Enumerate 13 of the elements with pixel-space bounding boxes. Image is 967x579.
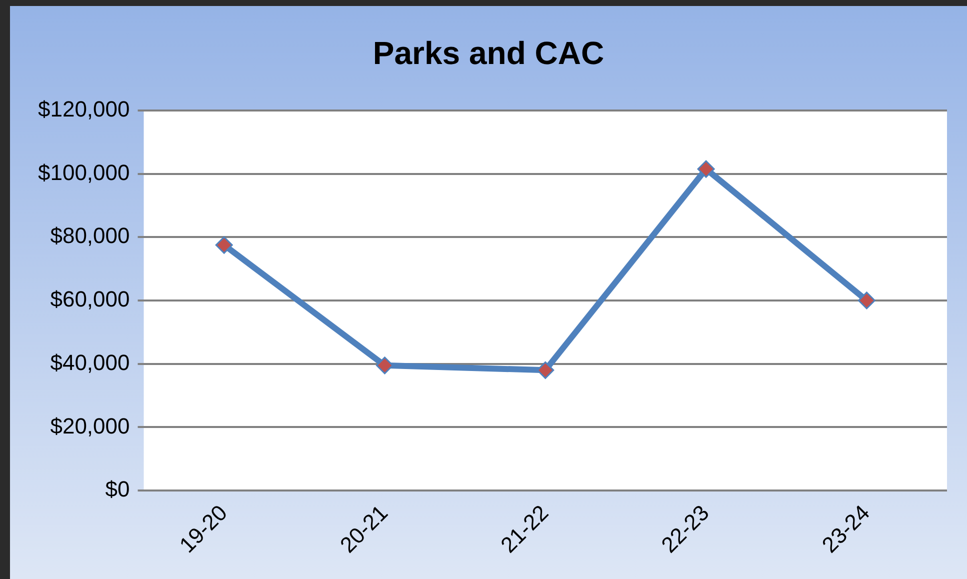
- point: [858, 292, 876, 310]
- point: [215, 236, 233, 254]
- y-tick-label: $60,000: [50, 286, 130, 312]
- y-tick-label: $40,000: [50, 350, 130, 375]
- point: [536, 361, 554, 379]
- y-tick-label: $20,000: [50, 413, 130, 438]
- y-tick-label: $100,000: [38, 160, 130, 185]
- chart-title: Parks and CAC: [372, 35, 604, 72]
- y-tick-label: $120,000: [38, 96, 130, 122]
- y-tick-label: $0: [105, 476, 130, 502]
- point: [697, 160, 715, 178]
- point: [376, 356, 394, 374]
- y-tick-label: $80,000: [50, 223, 130, 248]
